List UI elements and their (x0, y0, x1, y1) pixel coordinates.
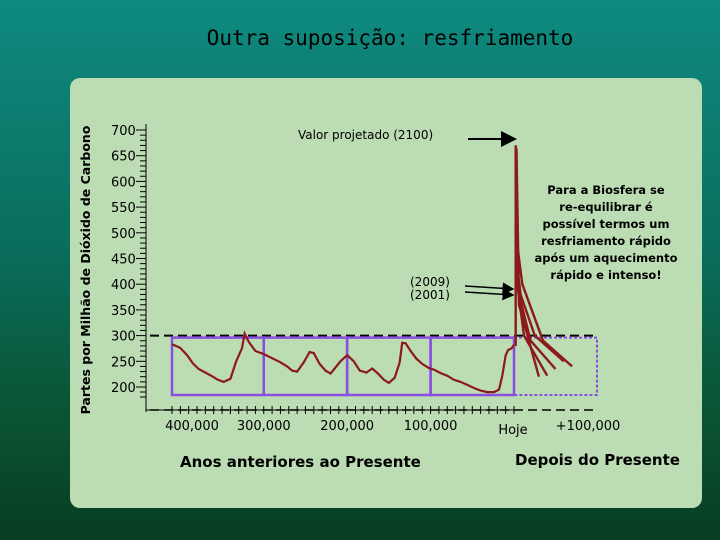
year-2009-label: (2009) (410, 275, 450, 289)
projected-co2-line (514, 253, 565, 363)
y-tick-label: 400 (111, 278, 136, 293)
annotation-layer: Valor projetado (2100) (2009) (2001) Ano… (180, 128, 680, 471)
biosphere-note-line: resfriamento rápido (541, 234, 671, 248)
y-tick-label: 550 (111, 201, 136, 216)
projected-co2-line (514, 268, 557, 370)
highlight-box (345, 336, 432, 397)
highlight-box (170, 336, 266, 397)
arrow-2009 (464, 282, 515, 295)
slide-title: Outra suposição: resfriamento (206, 26, 574, 50)
biosphere-note-line: re-equilibrar é (559, 200, 653, 214)
highlight-box (513, 336, 598, 397)
x-tick-label: 300,000 (237, 419, 291, 434)
projected-co2-line (514, 145, 541, 378)
projected-co2-line (514, 232, 573, 368)
y-tick-label: 250 (111, 355, 136, 370)
highlight-box (262, 336, 349, 397)
past-axis-title: Anos anteriores ao Presente (180, 453, 421, 471)
historical-co2-line (171, 329, 515, 394)
x-tick-label: +100,000 (556, 419, 621, 434)
x-tick-label: Hoje (498, 423, 527, 438)
axis-layer: 700 650 600 550 500 450 400 350 300 250 200 400,000… (111, 124, 620, 438)
y-tick-label: 200 (111, 381, 136, 396)
biosphere-note-line: Para a Biosfera se (547, 183, 665, 197)
x-tick-label: 400,000 (165, 419, 219, 434)
y-tick-label: 600 (111, 175, 136, 190)
y-tick-label: 300 (111, 330, 136, 345)
year-2001-label: (2001) (410, 288, 450, 302)
biosphere-note-line: possível termos um (543, 217, 670, 231)
biosphere-note-line: após um aquecimento (534, 251, 677, 265)
chart-panel (70, 78, 702, 508)
y-tick-label: 450 (111, 253, 136, 268)
biosphere-note-line: rápido e intenso! (550, 268, 661, 282)
series-layer (171, 145, 573, 394)
x-tick-label: 100,000 (404, 419, 458, 434)
y-tick-label: 700 (111, 124, 136, 139)
y-tick-label: 350 (111, 304, 136, 319)
arrow-layer: Para a Biosfera se re-equilibrar é possíve… (464, 131, 678, 301)
x-tick-label: 200,000 (320, 419, 374, 434)
projected-value-label: Valor projetado (2100) (298, 128, 433, 142)
y-tick-label: 650 (111, 150, 136, 165)
future-axis-title: Depois do Presente (515, 451, 680, 469)
highlight-box-layer (170, 336, 598, 397)
y-tick-label: 500 (111, 227, 136, 242)
arrow-2001 (464, 288, 515, 301)
